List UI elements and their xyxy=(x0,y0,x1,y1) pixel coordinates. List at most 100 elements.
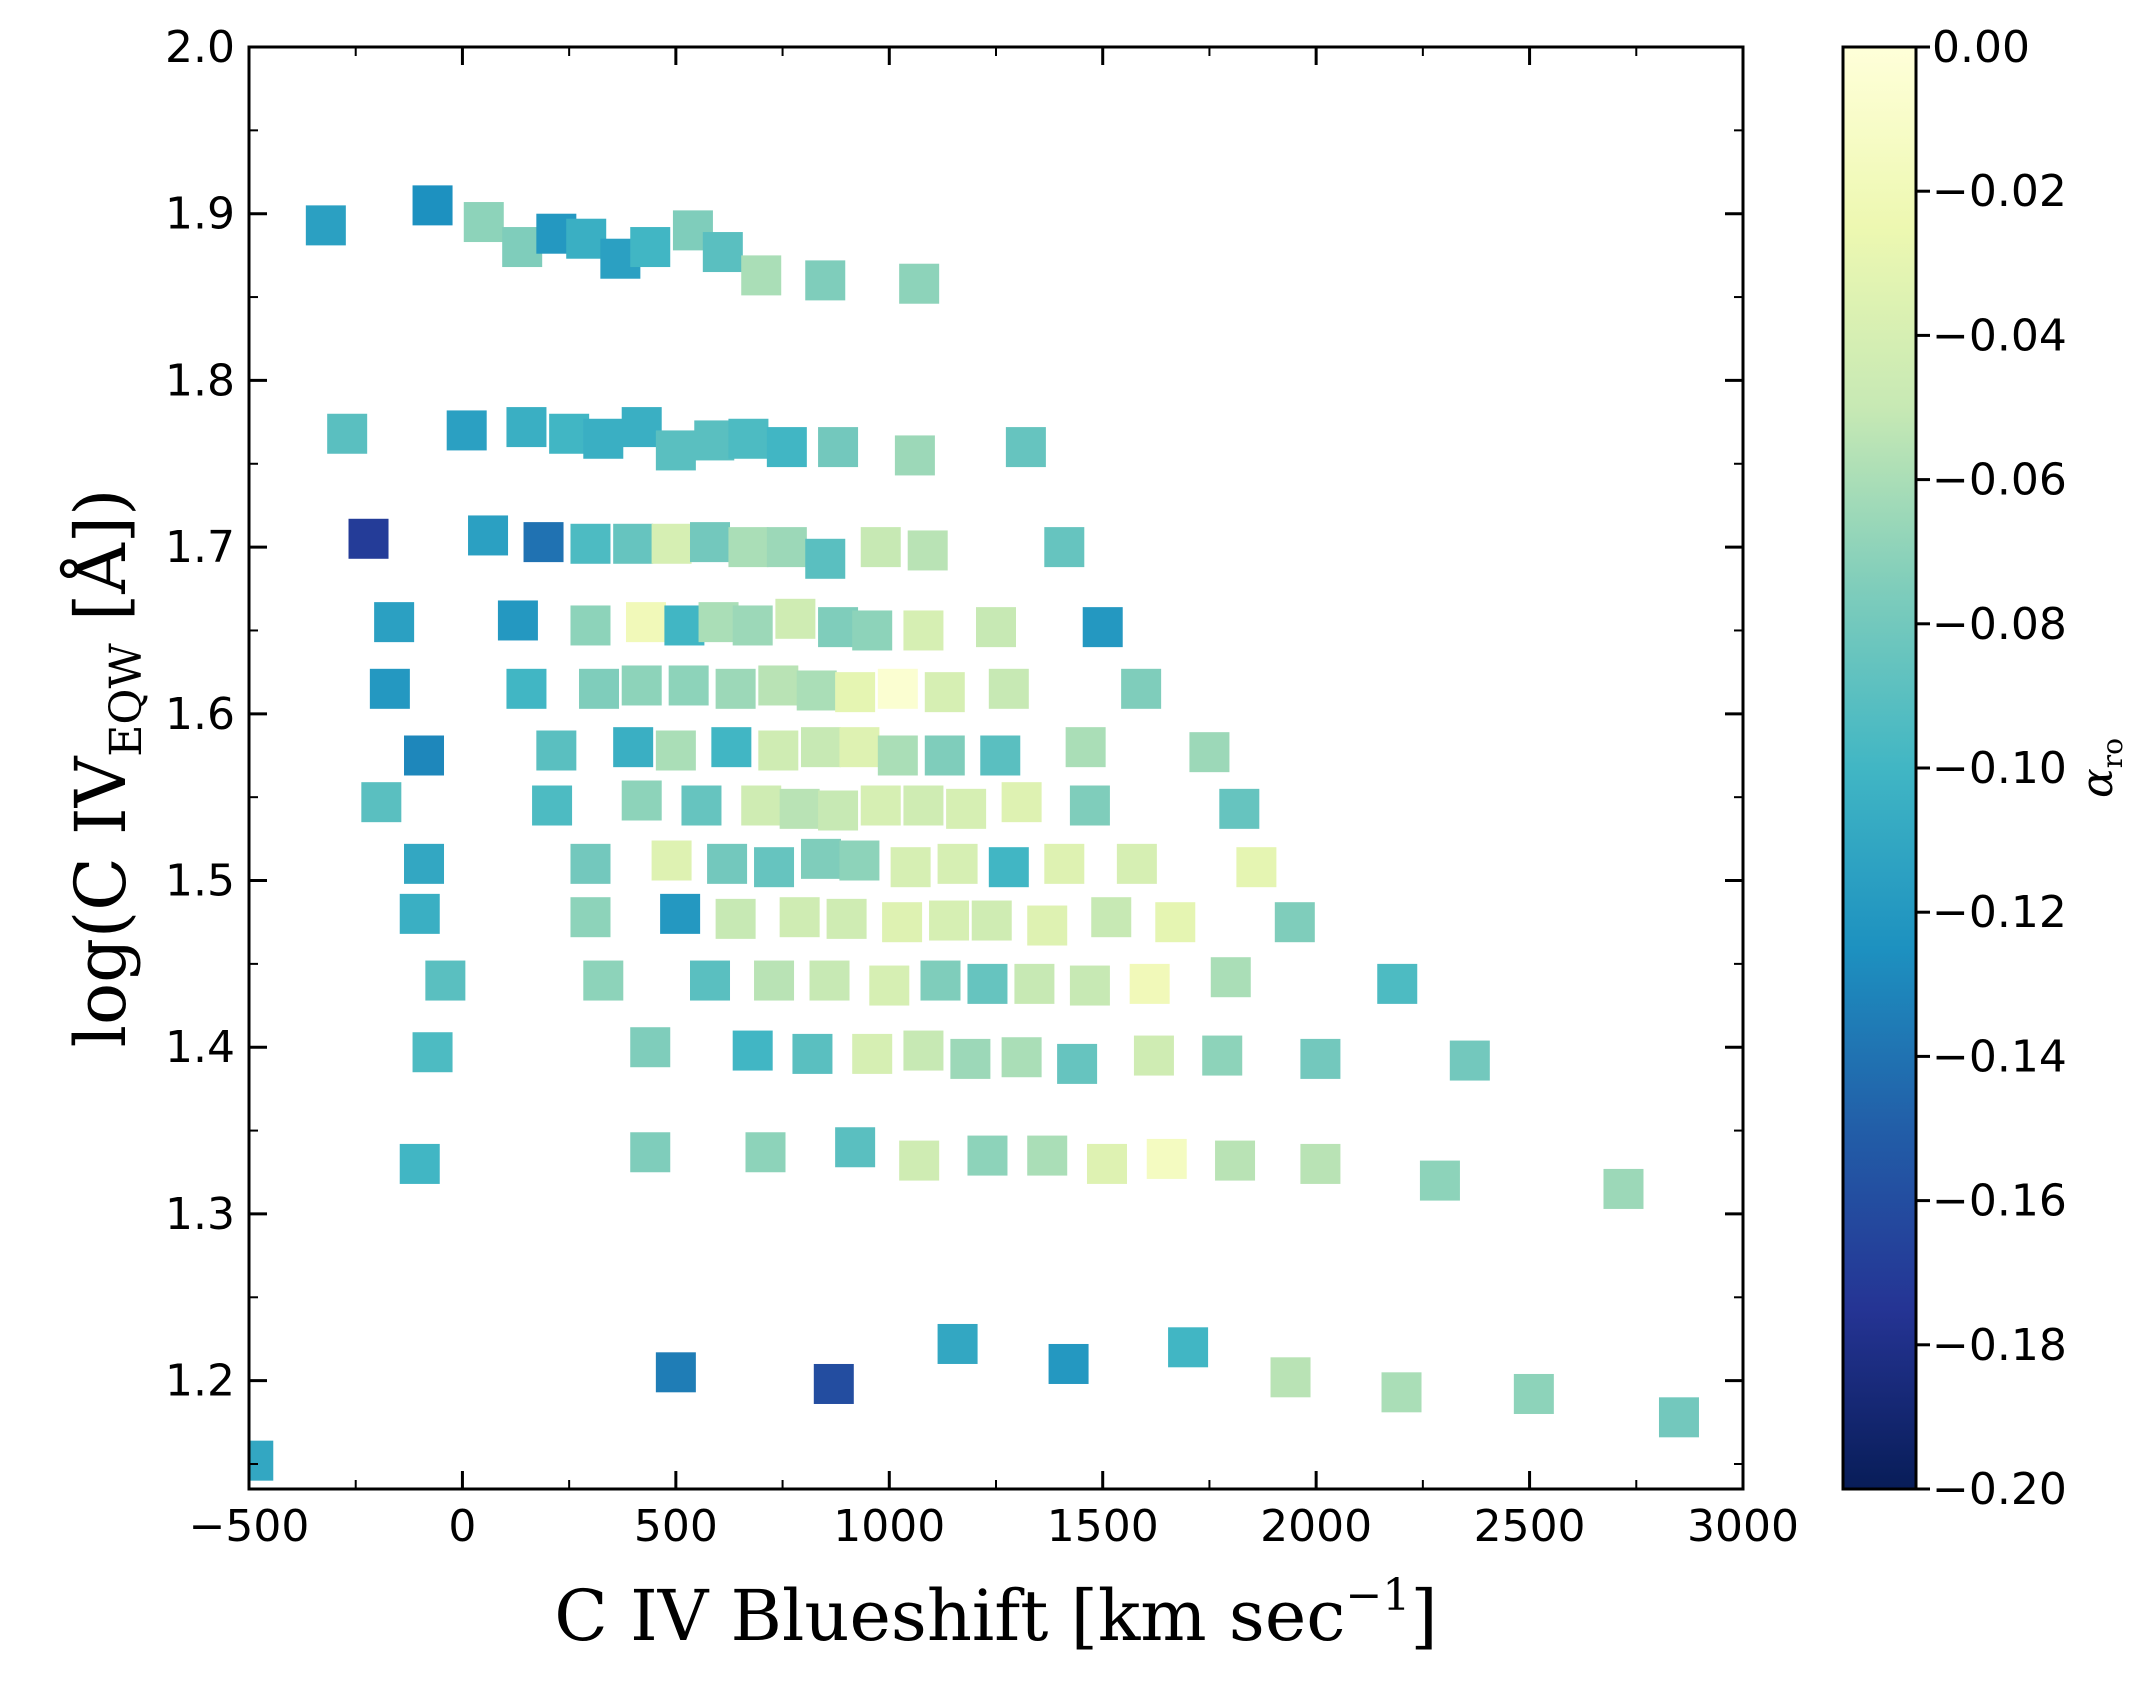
x-tick-label: 1500 xyxy=(1047,1501,1159,1552)
data-point xyxy=(800,838,841,879)
data-point xyxy=(1014,963,1055,1004)
data-point xyxy=(1658,1397,1699,1438)
data-point xyxy=(1168,1327,1209,1368)
data-point xyxy=(655,430,696,471)
data-point xyxy=(698,602,739,643)
data-point xyxy=(621,780,662,821)
data-point xyxy=(1513,1373,1554,1414)
data-point xyxy=(570,523,611,564)
data-point xyxy=(532,785,573,826)
data-point xyxy=(613,727,654,768)
data-point xyxy=(779,897,820,938)
data-point xyxy=(506,668,547,709)
x-tick-label: 0 xyxy=(448,1501,476,1552)
data-point xyxy=(690,960,731,1001)
data-point xyxy=(1377,963,1418,1004)
data-point xyxy=(651,523,692,564)
data-point xyxy=(1219,788,1260,829)
data-point xyxy=(570,843,611,884)
data-point xyxy=(361,782,402,823)
data-point xyxy=(549,413,590,454)
data-point xyxy=(903,610,944,651)
x-axis-ticks: −500 0 500 1000 1500 2000 2500 3000 xyxy=(189,47,1799,1552)
data-point xyxy=(621,665,662,706)
data-point xyxy=(702,232,743,273)
data-point xyxy=(826,898,867,939)
data-point xyxy=(412,1032,453,1073)
data-point xyxy=(779,788,820,829)
data-point xyxy=(852,1033,893,1074)
data-point xyxy=(305,205,346,246)
data-point xyxy=(869,965,910,1006)
colorbar-gradient xyxy=(1843,47,1916,1489)
x-tick-label: 500 xyxy=(634,1501,718,1552)
data-point xyxy=(655,1352,696,1393)
data-point xyxy=(903,1030,944,1071)
data-point xyxy=(920,960,961,1001)
data-point xyxy=(1065,727,1106,768)
data-point xyxy=(976,607,1016,648)
data-point xyxy=(818,607,859,648)
data-point xyxy=(1155,902,1196,943)
colorbar-tick-label: −0.16 xyxy=(1932,1176,2067,1227)
data-point xyxy=(625,602,666,643)
data-point xyxy=(630,1132,671,1173)
data-point xyxy=(374,602,415,643)
colorbar-title-main: α xyxy=(2072,768,2123,798)
data-point xyxy=(877,668,918,709)
data-point xyxy=(890,847,931,888)
data-point xyxy=(664,605,705,646)
y-tick-label: 1.2 xyxy=(165,1356,235,1407)
colorbar-tick-label: −0.20 xyxy=(1932,1464,2067,1515)
data-point xyxy=(839,840,880,881)
y-tick-label: 1.8 xyxy=(165,355,235,406)
data-point xyxy=(1069,965,1110,1006)
data-point xyxy=(404,843,445,884)
colorbar-tick-label: −0.02 xyxy=(1932,166,2067,217)
data-point xyxy=(1215,1140,1256,1181)
data-point xyxy=(1116,843,1157,884)
data-point xyxy=(754,847,795,888)
data-point xyxy=(792,1033,833,1074)
data-point xyxy=(1419,1160,1460,1201)
data-point xyxy=(463,202,504,243)
data-point xyxy=(681,785,722,826)
x-axis-title: C IV Blueshift [km sec−1] xyxy=(554,1570,1437,1657)
data-point xyxy=(894,435,935,476)
data-point xyxy=(988,847,1029,888)
data-point xyxy=(950,1038,991,1079)
data-point xyxy=(929,900,970,941)
colorbar-tick-label: −0.18 xyxy=(1932,1320,2067,1371)
data-point xyxy=(980,735,1021,776)
data-point xyxy=(369,668,410,709)
data-point xyxy=(1027,905,1068,946)
data-point xyxy=(1274,902,1315,943)
data-point xyxy=(1001,1037,1042,1078)
data-point xyxy=(1086,1143,1127,1184)
data-point xyxy=(805,538,846,579)
data-point xyxy=(758,730,799,771)
x-tick-label: 2000 xyxy=(1260,1501,1372,1552)
data-point xyxy=(728,418,769,459)
data-point xyxy=(775,598,816,639)
data-point xyxy=(946,788,987,829)
y-axis-title-end: [Å]) xyxy=(60,489,142,644)
data-point xyxy=(813,1363,854,1404)
data-point xyxy=(818,790,859,831)
colorbar: 0.00 −0.02 −0.04 −0.06 −0.08 −0.10 −0.12 −0.14 −… xyxy=(1841,22,2129,1515)
data-point xyxy=(694,420,735,461)
data-point xyxy=(399,1143,440,1184)
data-point xyxy=(523,522,564,563)
data-point xyxy=(566,218,607,259)
y-axis-title-main: log(C IV xyxy=(60,755,142,1047)
data-point xyxy=(741,255,782,296)
x-tick-label: 3000 xyxy=(1687,1501,1799,1552)
y-tick-label: 1.6 xyxy=(165,689,235,740)
data-point xyxy=(327,413,368,454)
data-point xyxy=(497,600,538,641)
colorbar-tick-label: −0.10 xyxy=(1932,743,2067,794)
data-point xyxy=(924,735,965,776)
data-point xyxy=(1091,897,1132,938)
data-point xyxy=(741,785,782,826)
